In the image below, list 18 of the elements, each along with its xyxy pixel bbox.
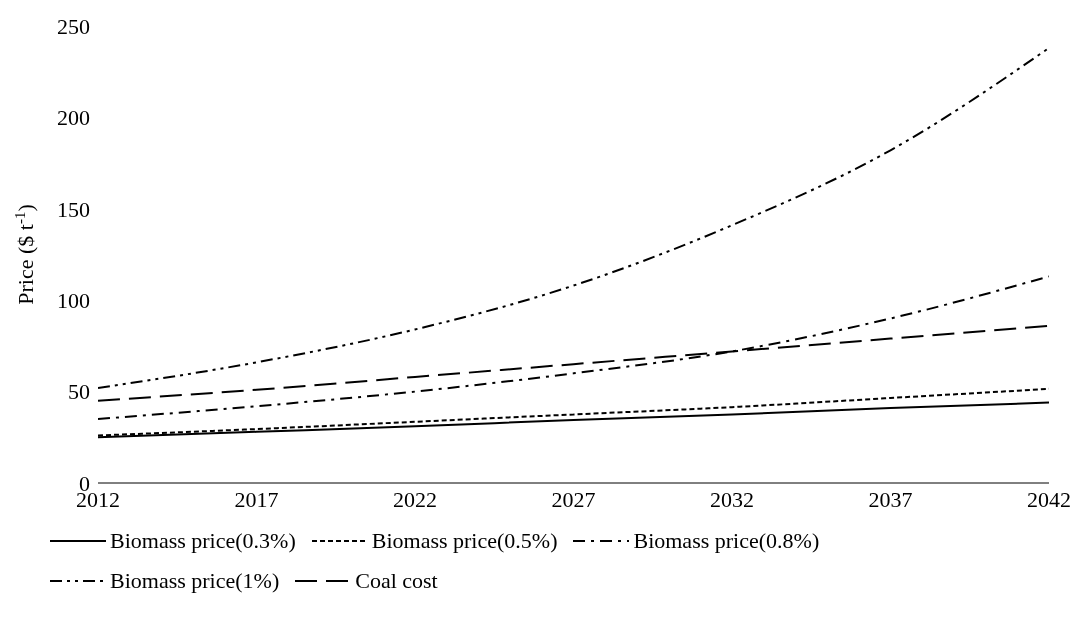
- y-tick-label: 200: [57, 105, 90, 131]
- x-tick-label: 2022: [393, 486, 437, 512]
- y-tick-label: 50: [68, 379, 90, 405]
- legend-label: Biomass price(0.3%): [110, 528, 296, 554]
- x-tick-label: 2032: [710, 486, 754, 512]
- legend-label: Coal cost: [355, 568, 438, 594]
- x-tick-label: 2017: [234, 486, 279, 512]
- line-series: [98, 275, 1049, 421]
- y-tick-label: 100: [57, 288, 90, 314]
- x-tick-label: 2027: [551, 486, 596, 512]
- y-tick-label: 250: [57, 13, 90, 39]
- legend-label: Biomass price(0.8%): [633, 528, 820, 554]
- x-tick-label: 2037: [868, 486, 913, 512]
- x-tick-label: 2042: [1027, 486, 1071, 512]
- line-series: [98, 46, 1049, 389]
- y-tick-label: 150: [57, 196, 90, 222]
- legend-label: Biomass price(0.5%): [371, 528, 558, 554]
- legend-label: Biomass price(1%): [110, 568, 280, 594]
